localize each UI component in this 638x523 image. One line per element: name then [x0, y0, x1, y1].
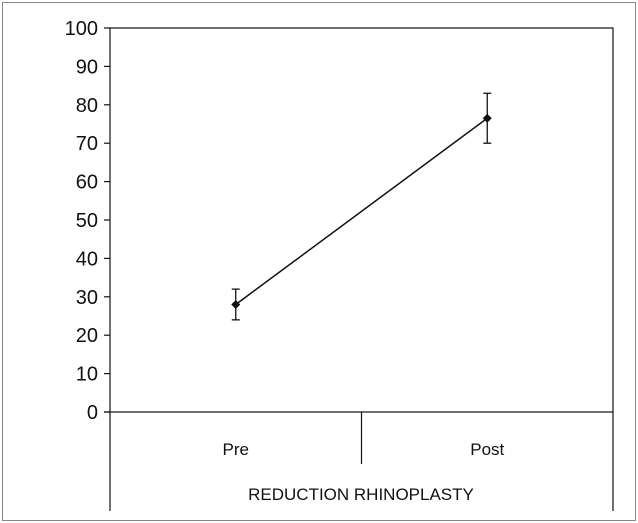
- data-point: [482, 113, 492, 123]
- y-tick-label: 10: [76, 364, 98, 386]
- y-tick-label: 50: [76, 210, 98, 232]
- y-tick-label: 100: [65, 18, 98, 40]
- y-axis: 0 10 20 30 40 50 60 70 80 90 100: [65, 18, 110, 424]
- y-tick-label: 0: [87, 402, 98, 424]
- data-point: [231, 299, 241, 309]
- series-line: [235, 117, 488, 306]
- y-tick-label: 70: [76, 133, 98, 155]
- y-tick-label: 80: [76, 95, 98, 117]
- x-category-label: Pre: [223, 440, 249, 459]
- x-axis: Pre Post: [104, 411, 614, 511]
- y-tick-label: 40: [76, 248, 98, 270]
- x-axis-title: REDUCTION RHINOPLASTY: [248, 485, 474, 504]
- y-tick-label: 20: [76, 325, 98, 347]
- series-layer: [231, 92, 492, 321]
- y-tick-label: 60: [76, 172, 98, 194]
- y-tick-label: 90: [76, 56, 98, 78]
- plot-area: [109, 27, 614, 413]
- y-tick-label: 30: [76, 287, 98, 309]
- x-category-label: Post: [470, 440, 504, 459]
